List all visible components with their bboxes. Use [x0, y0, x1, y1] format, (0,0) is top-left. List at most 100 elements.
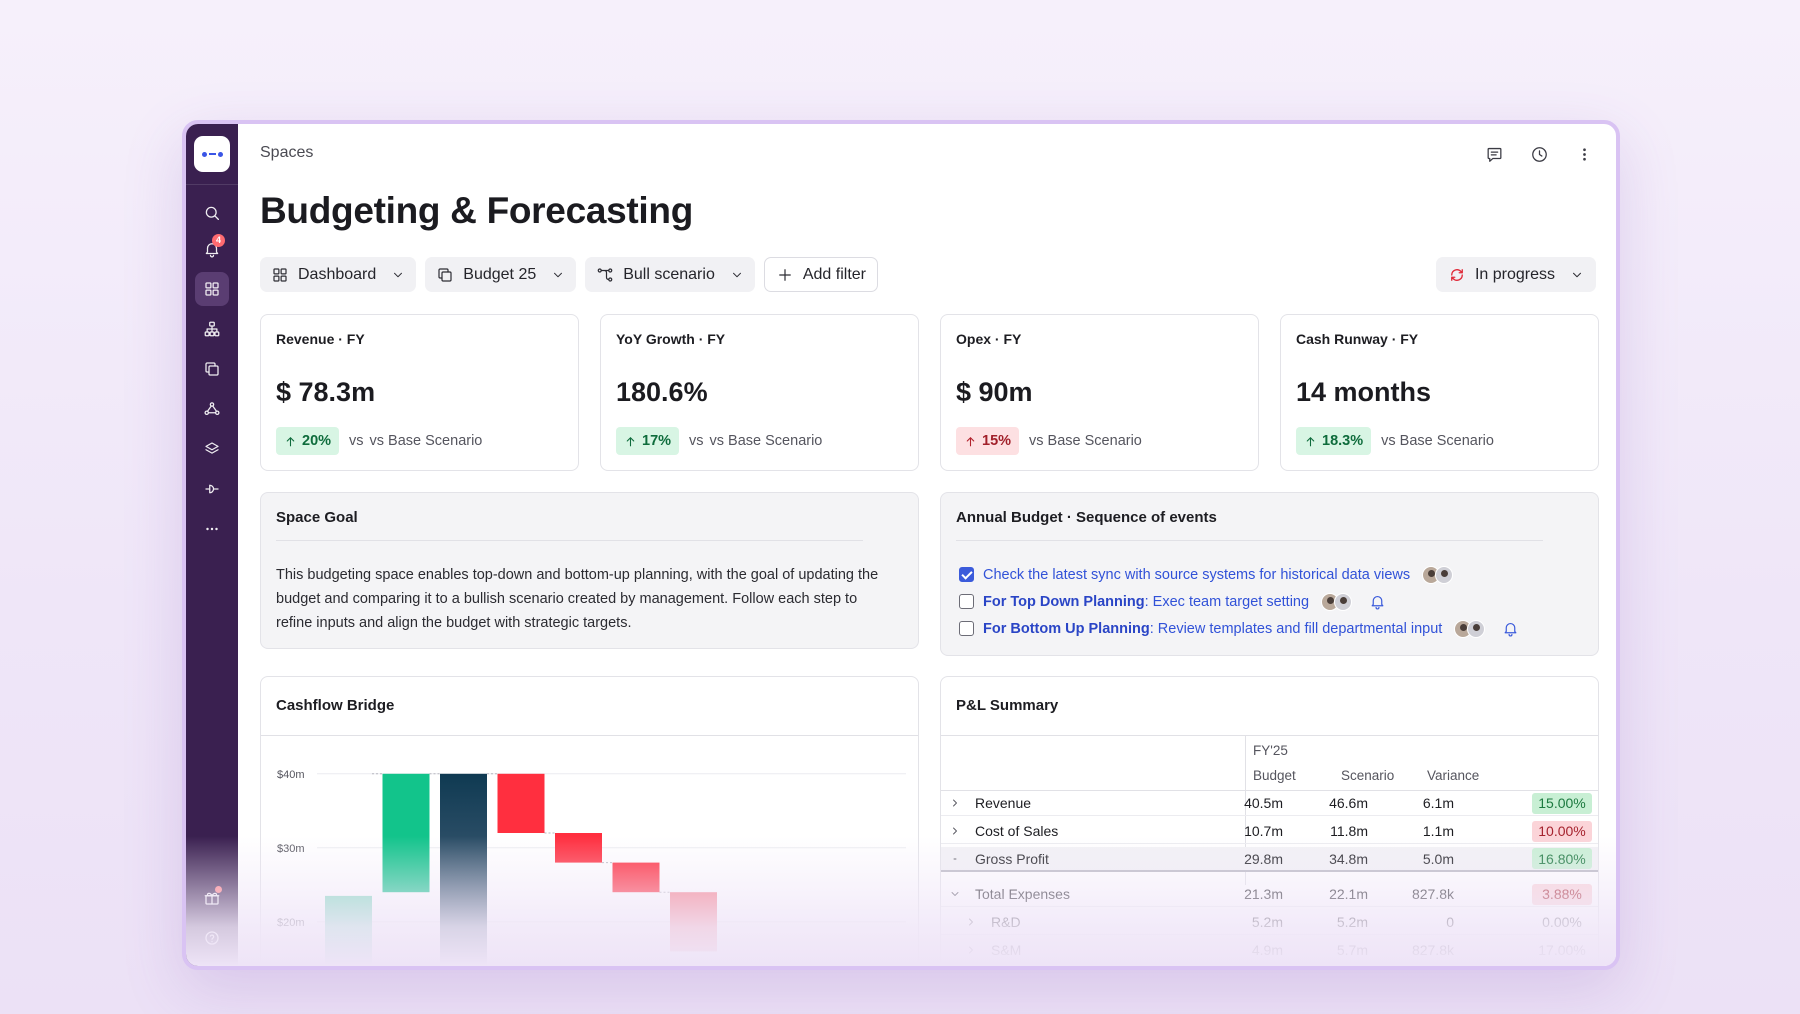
- kpi-card-revenue[interactable]: Revenue · FY $ 78.3m 20% vs vs Base Scen…: [260, 314, 579, 471]
- kpi-card-cash-runway[interactable]: Cash Runway · FY 14 months 18.3% vs Base…: [1280, 314, 1599, 471]
- waterfall-bar[interactable]: [382, 773, 430, 893]
- space-goal-panel: Space Goal This budgeting space enables …: [260, 492, 919, 649]
- period-header: FY'25: [1253, 743, 1288, 758]
- chevron-down-icon: [1572, 272, 1582, 277]
- space-goal-text: This budgeting space enables top-down an…: [276, 567, 879, 631]
- app-window: 4 Spaces: [182, 120, 1620, 970]
- table-row[interactable]: R&D 5.2m 5.2m 0 0.00%: [941, 910, 1598, 935]
- dash-icon[interactable]: [949, 852, 963, 866]
- table-row[interactable]: Gross Profit 29.8m 34.8m 5.0m 16.80%: [941, 847, 1598, 872]
- kpi-delta: 20%: [302, 433, 332, 449]
- branch-icon: [597, 267, 613, 282]
- assignee-avatars[interactable]: [1454, 619, 1486, 638]
- scenario-dropdown[interactable]: Bull scenario: [585, 257, 755, 292]
- kpi-title: Cash Runway · FY: [1296, 331, 1419, 347]
- table-row[interactable]: Revenue 40.5m 46.6m 6.1m 15.00%: [941, 791, 1598, 816]
- task-checkbox[interactable]: [959, 567, 974, 582]
- status-dropdown[interactable]: In progress: [1435, 257, 1596, 292]
- scenario-cell: 5.2m: [1336, 914, 1368, 930]
- kpi-delta: 17%: [642, 433, 672, 449]
- task-text[interactable]: For Bottom Up Planning: Review templates…: [983, 621, 1442, 637]
- panel-title: Space Goal: [276, 509, 358, 526]
- budget-dropdown[interactable]: Budget 25: [425, 257, 577, 292]
- gift-icon[interactable]: [195, 881, 229, 915]
- variance-pct-badge: 17.00%: [1538, 942, 1586, 958]
- chevron-right-icon[interactable]: [965, 915, 979, 929]
- layers-icon[interactable]: [195, 432, 229, 466]
- scenario-cell: 22.1m: [1329, 886, 1368, 902]
- bell-icon[interactable]: 4: [195, 232, 229, 266]
- table-row[interactable]: Cost of Sales 10.7m 11.8m 1.1m 10.00%: [941, 819, 1598, 844]
- arrow-up-icon: [286, 436, 295, 446]
- waterfall-bar[interactable]: [497, 773, 545, 833]
- kpi-comparison: vs Base Scenario: [369, 433, 483, 449]
- history-clock-icon[interactable]: [1523, 138, 1555, 170]
- y-tick-label: $40m: [277, 769, 305, 781]
- waterfall-bar[interactable]: [670, 892, 717, 952]
- hierarchy-icon[interactable]: [195, 312, 229, 346]
- chevron-right-icon[interactable]: [949, 796, 963, 810]
- column-header-variance[interactable]: Variance: [1427, 768, 1480, 783]
- variance-pct-badge: 16.80%: [1532, 848, 1592, 869]
- task-checkbox[interactable]: [959, 621, 974, 636]
- task-description: : Review templates and fill departmental…: [1149, 620, 1443, 637]
- chevron-right-icon[interactable]: [949, 824, 963, 838]
- y-tick-label: $20m: [277, 917, 305, 929]
- search-icon[interactable]: [195, 196, 229, 230]
- table-divider: [1245, 735, 1246, 885]
- table-row[interactable]: Total Expenses 21.3m 22.1m 827.8k 3.88%: [941, 882, 1598, 907]
- avatar: [1334, 592, 1353, 611]
- kpi-card-opex[interactable]: Opex · FY $ 90m 15% vs Base Scenario: [940, 314, 1259, 471]
- dashboard-icon: [273, 267, 287, 282]
- task-item[interactable]: For Bottom Up Planning: Review templates…: [959, 615, 1519, 642]
- bell-icon[interactable]: [1369, 593, 1386, 610]
- copy-icon[interactable]: [195, 352, 229, 386]
- kpi-value: $ 90m: [956, 377, 1033, 407]
- app-logo[interactable]: [194, 136, 230, 172]
- plug-icon[interactable]: [195, 472, 229, 506]
- chevron-right-icon[interactable]: [965, 943, 979, 957]
- kpi-value: 180.6%: [616, 377, 708, 407]
- budget-dropdown-label: Budget 25: [463, 265, 537, 283]
- scenario-cell: 34.8m: [1329, 850, 1368, 867]
- assignee-avatars[interactable]: [1422, 565, 1454, 584]
- copy-icon: [438, 267, 452, 282]
- table-row[interactable]: S&M 4.9m 5.7m 827.8k 17.00%: [941, 938, 1598, 963]
- kpi-delta-badge: 17%: [616, 427, 680, 455]
- kpi-value: $ 78.3m: [276, 377, 376, 407]
- task-text[interactable]: For Top Down Planning: Exec team target …: [983, 594, 1309, 610]
- dashboard-grid-icon[interactable]: [195, 272, 229, 306]
- task-checkbox[interactable]: [959, 594, 974, 609]
- row-label: Cost of Sales: [975, 823, 1059, 839]
- kpi-comparison: vs Base Scenario: [709, 433, 823, 449]
- more-horizontal-icon[interactable]: [195, 512, 229, 546]
- view-dropdown[interactable]: Dashboard: [260, 257, 417, 292]
- row-label: Revenue: [975, 795, 1032, 811]
- panel-divider: [276, 540, 863, 541]
- waterfall-bar[interactable]: [440, 773, 487, 970]
- task-item[interactable]: For Top Down Planning: Exec team target …: [959, 588, 1519, 615]
- column-header-budget[interactable]: Budget: [1253, 768, 1296, 783]
- share-nodes-icon[interactable]: [195, 392, 229, 426]
- panel-title: Annual Budget · Sequence of events: [956, 509, 1217, 526]
- task-text[interactable]: Check the latest sync with source system…: [983, 566, 1411, 583]
- waterfall-bar[interactable]: [612, 862, 660, 893]
- waterfall-bar[interactable]: [325, 895, 372, 970]
- add-filter-button[interactable]: Add filter: [763, 257, 878, 292]
- breadcrumb[interactable]: Spaces: [260, 144, 314, 161]
- column-header-scenario[interactable]: Scenario: [1341, 768, 1395, 783]
- more-vertical-icon[interactable]: [1568, 138, 1600, 170]
- task-item[interactable]: Check the latest sync with source system…: [959, 561, 1519, 588]
- view-dropdown-label: Dashboard: [298, 265, 377, 283]
- variance-cell: 827.8k: [1411, 942, 1454, 958]
- variance-pct-badge: 3.88%: [1532, 883, 1592, 905]
- waterfall-bar[interactable]: [555, 833, 602, 863]
- kpi-card-yoy-growth[interactable]: YoY Growth · FY 180.6% 17% vs vs Base Sc…: [600, 314, 919, 471]
- variance-pct-badge: 0.00%: [1542, 914, 1582, 930]
- comment-icon[interactable]: [1478, 138, 1510, 170]
- help-icon[interactable]: [195, 921, 229, 955]
- assignee-avatars[interactable]: [1321, 592, 1353, 611]
- bell-icon[interactable]: [1502, 620, 1519, 637]
- chevron-down-icon[interactable]: [949, 887, 963, 901]
- task-bold-prefix: For Top Down Planning: [983, 593, 1145, 610]
